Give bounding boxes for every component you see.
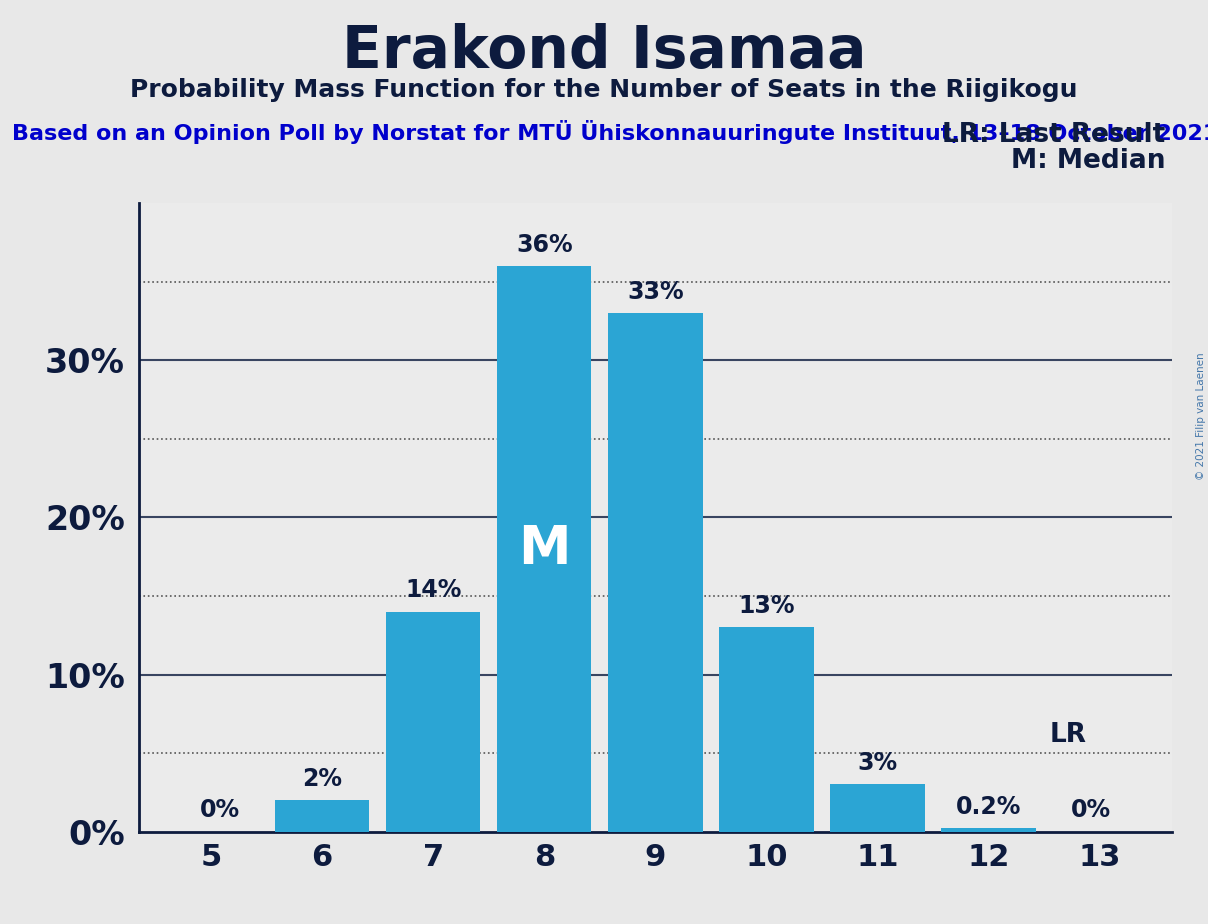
Text: 33%: 33% bbox=[627, 280, 684, 304]
Text: M: Median: M: Median bbox=[1011, 148, 1166, 174]
Text: M: M bbox=[518, 523, 570, 575]
Text: LR: LR bbox=[1050, 723, 1087, 748]
Bar bbox=[608, 313, 703, 832]
Text: Probability Mass Function for the Number of Seats in the Riigikogu: Probability Mass Function for the Number… bbox=[130, 78, 1078, 102]
Bar bbox=[496, 266, 592, 832]
Text: 2%: 2% bbox=[302, 767, 342, 791]
Text: 3%: 3% bbox=[858, 751, 898, 775]
Text: 36%: 36% bbox=[516, 233, 573, 257]
Text: 14%: 14% bbox=[405, 578, 461, 602]
Bar bbox=[719, 627, 814, 832]
Text: © 2021 Filip van Laenen: © 2021 Filip van Laenen bbox=[1196, 352, 1206, 480]
Bar bbox=[275, 800, 370, 832]
Text: 13%: 13% bbox=[738, 594, 795, 618]
Text: 0%: 0% bbox=[1070, 798, 1110, 822]
Text: Based on an Opinion Poll by Norstat for MTÜ Ühiskonnauuringute Instituut, 13–18 : Based on an Opinion Poll by Norstat for … bbox=[12, 120, 1208, 144]
Bar bbox=[941, 829, 1035, 832]
Text: 0.2%: 0.2% bbox=[956, 795, 1021, 819]
Bar bbox=[387, 612, 481, 832]
Text: Erakond Isamaa: Erakond Isamaa bbox=[342, 23, 866, 80]
Text: LR: Last Result: LR: Last Result bbox=[942, 122, 1166, 148]
Text: 0%: 0% bbox=[201, 798, 240, 822]
Bar bbox=[830, 784, 924, 832]
